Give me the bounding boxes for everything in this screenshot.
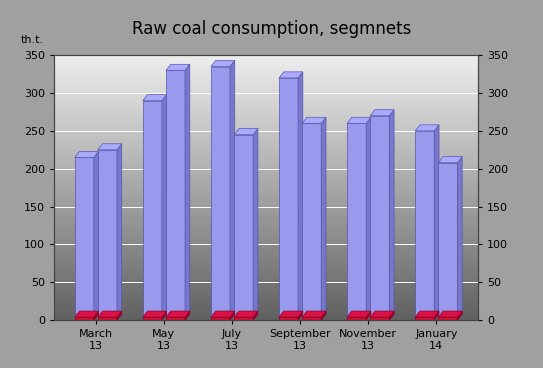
Bar (347, 317, 366, 320)
Bar (75, 158, 94, 320)
Bar (166, 70, 185, 320)
Bar (211, 317, 230, 320)
Polygon shape (366, 117, 371, 320)
Bar (75, 317, 94, 320)
Polygon shape (230, 311, 235, 320)
Polygon shape (279, 311, 303, 317)
Polygon shape (370, 110, 394, 116)
Polygon shape (185, 64, 190, 320)
Polygon shape (211, 311, 235, 317)
Polygon shape (94, 151, 99, 320)
Polygon shape (75, 311, 99, 317)
Bar (370, 317, 389, 320)
Polygon shape (389, 110, 394, 320)
Polygon shape (162, 95, 167, 320)
Bar (211, 67, 230, 320)
Polygon shape (162, 311, 167, 320)
Text: th.t.: th.t. (21, 35, 43, 45)
Polygon shape (185, 311, 190, 320)
Bar (234, 317, 253, 320)
Polygon shape (98, 311, 122, 317)
Polygon shape (253, 311, 258, 320)
Polygon shape (457, 311, 462, 320)
Polygon shape (234, 311, 258, 317)
Polygon shape (298, 72, 303, 320)
Polygon shape (321, 311, 326, 320)
Polygon shape (389, 311, 394, 320)
Bar (302, 317, 321, 320)
Polygon shape (75, 151, 99, 158)
Bar (143, 317, 162, 320)
Polygon shape (98, 144, 122, 150)
Bar (98, 317, 117, 320)
Polygon shape (366, 311, 371, 320)
Bar (438, 317, 457, 320)
Bar (143, 100, 162, 320)
Polygon shape (370, 311, 394, 317)
Bar (370, 116, 389, 320)
Polygon shape (434, 125, 439, 320)
Text: Raw coal consumption, segmnets: Raw coal consumption, segmnets (132, 21, 411, 38)
Polygon shape (347, 117, 371, 123)
Polygon shape (279, 72, 303, 78)
Polygon shape (117, 144, 122, 320)
Polygon shape (457, 157, 462, 320)
Polygon shape (438, 157, 462, 163)
Polygon shape (321, 117, 326, 320)
Bar (279, 317, 298, 320)
Bar (98, 150, 117, 320)
Bar (438, 163, 457, 320)
Bar (347, 123, 366, 320)
Polygon shape (298, 311, 303, 320)
Polygon shape (117, 311, 122, 320)
Polygon shape (302, 311, 326, 317)
Polygon shape (143, 311, 167, 317)
Polygon shape (94, 311, 99, 320)
Bar (302, 123, 321, 320)
Polygon shape (143, 95, 167, 100)
Bar (279, 78, 298, 320)
Polygon shape (253, 129, 258, 320)
Bar (415, 317, 434, 320)
Polygon shape (438, 311, 462, 317)
Polygon shape (230, 60, 235, 320)
Polygon shape (415, 311, 439, 317)
Polygon shape (302, 117, 326, 123)
Polygon shape (211, 60, 235, 67)
Polygon shape (347, 311, 371, 317)
Bar (166, 317, 185, 320)
Polygon shape (166, 64, 190, 70)
Bar (415, 131, 434, 320)
Polygon shape (234, 129, 258, 135)
Bar (234, 135, 253, 320)
Polygon shape (415, 125, 439, 131)
Polygon shape (166, 311, 190, 317)
Polygon shape (434, 311, 439, 320)
